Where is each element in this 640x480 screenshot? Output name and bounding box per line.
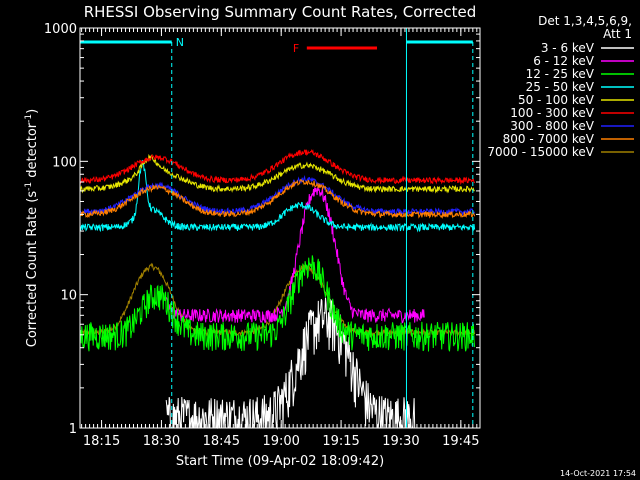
legend-entry-label: 6 - 12 keV: [533, 54, 595, 68]
series-line-8: [79, 178, 476, 220]
series-line-6: [79, 149, 476, 186]
y-axis-label-end: ): [25, 109, 40, 114]
y-tick-label: 1: [69, 422, 77, 437]
series-line-4: [79, 159, 476, 233]
footer-timestamp: 14-Oct-2021 17:54: [560, 469, 636, 478]
chart-title: RHESSI Observing Summary Count Rates, Co…: [84, 3, 477, 21]
x-tick-label: 18:15: [83, 434, 120, 449]
y-tick-label: 100: [52, 155, 77, 170]
night-label: N: [176, 36, 184, 49]
legend-entry-label: 300 - 800 keV: [510, 119, 594, 133]
x-tick-label: 19:30: [382, 434, 419, 449]
series-line-3: [79, 255, 476, 352]
legend-header-line1: Det 1,3,4,5,6,9,: [538, 14, 632, 28]
y-axis-label-sup2: -1: [24, 114, 34, 123]
plot-frame: [79, 27, 481, 429]
legend-entry-label: 100 - 300 keV: [510, 106, 594, 120]
series-line-7: [79, 174, 476, 217]
legend-entry-label: 7000 - 15000 keV: [487, 145, 594, 159]
flare-label: F: [293, 42, 299, 55]
y-axis-label-main: Corrected Count Rate (s: [25, 191, 40, 348]
legend-header-line2: Att 1: [603, 27, 632, 41]
y-tick-label: 10: [60, 289, 77, 304]
legend-entry-label: 25 - 50 keV: [526, 80, 595, 94]
y-axis-label: Corrected Count Rate (s-1 detector-1): [24, 109, 40, 347]
legend-entry-label: 50 - 100 keV: [518, 93, 595, 107]
legend-entry-label: 12 - 25 keV: [526, 67, 595, 81]
legend-entry-label: 800 - 7000 keV: [503, 132, 595, 146]
x-tick-label: 19:15: [322, 434, 359, 449]
y-axis-label-mid: detector: [25, 122, 40, 182]
x-tick-label: 18:30: [143, 434, 180, 449]
x-axis-label: Start Time (09-Apr-02 18:09:42): [176, 454, 384, 469]
series-layer: [79, 149, 476, 430]
y-tick-label: 1000: [44, 22, 77, 37]
legend-entry-label: 3 - 6 keV: [541, 41, 595, 55]
axis-layer: 1 10 100 1000 18:15 18:30 18:45 19:00 19:15 19:30…: [44, 22, 480, 449]
y-axis-label-sup1: -1: [24, 182, 34, 191]
series-line-2: [165, 187, 425, 324]
x-tick-label: 19:45: [442, 434, 479, 449]
x-tick-label: 18:45: [203, 434, 240, 449]
x-tick-label: 19:00: [262, 434, 299, 449]
